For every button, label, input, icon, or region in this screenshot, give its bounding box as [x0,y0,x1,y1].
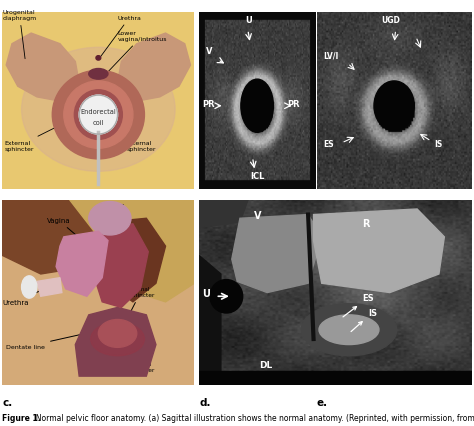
Ellipse shape [374,82,414,131]
Text: Internal
sphincter: Internal sphincter [127,125,156,152]
Polygon shape [199,200,248,228]
Text: Urogenital
diaphragm: Urogenital diaphragm [2,10,36,60]
Ellipse shape [91,322,145,356]
Polygon shape [232,215,322,293]
Ellipse shape [301,304,397,356]
Text: LV/I: LV/I [323,52,338,61]
Text: Rectum: Rectum [99,203,125,249]
Ellipse shape [96,57,101,61]
Text: ICL: ICL [250,172,264,181]
Text: Figure 1.: Figure 1. [2,413,41,422]
Polygon shape [2,13,194,190]
Text: a.: a. [2,200,13,210]
Ellipse shape [74,91,122,140]
Text: U: U [246,17,252,26]
Text: Endorectal: Endorectal [81,109,116,115]
Text: UGD: UGD [382,17,401,26]
Ellipse shape [22,48,175,172]
Polygon shape [118,34,191,101]
Text: IS: IS [435,140,443,149]
Text: IS: IS [351,308,377,332]
Polygon shape [75,308,156,376]
Ellipse shape [64,82,133,149]
Text: coil: coil [92,119,104,125]
Ellipse shape [99,320,137,348]
Text: V: V [254,211,261,221]
Polygon shape [199,371,472,386]
Ellipse shape [89,69,108,80]
Text: b.: b. [199,200,210,210]
Text: e.: e. [317,397,328,407]
Text: DL: DL [259,360,272,369]
Ellipse shape [22,276,37,299]
Text: V: V [206,46,212,55]
Text: Internal
sphincter: Internal sphincter [123,287,155,328]
Ellipse shape [210,280,243,313]
Text: External
sphincter: External sphincter [127,347,155,372]
Polygon shape [99,219,165,302]
Text: U: U [202,288,210,298]
Polygon shape [56,232,108,296]
Text: Urethra: Urethra [2,290,42,305]
Ellipse shape [89,202,131,236]
Text: Normal pelvic floor anatomy. (a) Sagittal illustration shows the normal anatomy.: Normal pelvic floor anatomy. (a) Sagitta… [31,413,474,422]
Text: d.: d. [199,397,210,407]
Polygon shape [2,200,118,274]
Text: Urethra: Urethra [100,16,141,58]
Ellipse shape [241,80,273,133]
Ellipse shape [319,315,379,345]
Polygon shape [313,210,444,293]
Text: External
sphincter: External sphincter [4,127,57,152]
Polygon shape [6,34,79,101]
Ellipse shape [52,71,145,159]
Polygon shape [94,225,148,308]
Ellipse shape [79,96,118,135]
Polygon shape [37,278,62,296]
Text: ES: ES [323,140,333,149]
Text: R: R [363,218,370,228]
Text: Vagina: Vagina [46,217,85,243]
Text: ES: ES [343,294,374,317]
Polygon shape [2,200,194,386]
Text: PR: PR [287,100,300,109]
Polygon shape [70,200,194,302]
Text: c.: c. [2,397,13,407]
Text: Dentate line: Dentate line [6,331,100,349]
Text: Lower
vagina/introitus: Lower vagina/introitus [108,31,167,73]
Text: PR: PR [202,100,215,109]
Polygon shape [199,256,221,386]
